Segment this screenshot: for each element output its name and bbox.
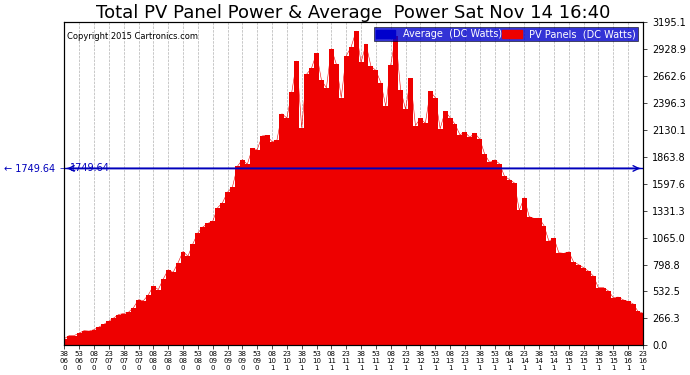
Title: Total PV Panel Power & Average  Power Sat Nov 14 16:40: Total PV Panel Power & Average Power Sat… (97, 4, 611, 22)
Text: 1749.64: 1749.64 (70, 164, 110, 173)
Text: Copyright 2015 Cartronics.com: Copyright 2015 Cartronics.com (67, 32, 198, 41)
Legend: Average  (DC Watts), PV Panels  (DC Watts): Average (DC Watts), PV Panels (DC Watts) (374, 27, 638, 41)
